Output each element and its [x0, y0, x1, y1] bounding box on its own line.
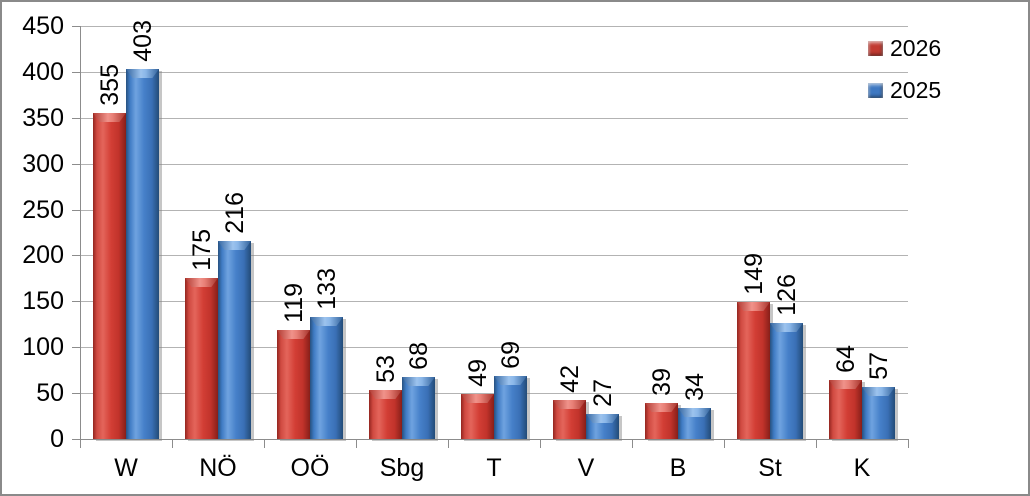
value-label-2025-5: 27 [588, 379, 617, 407]
bar-2025-5 [586, 414, 619, 439]
x-axis-tick [540, 439, 541, 448]
value-label-2025-1: 216 [220, 192, 249, 234]
bar-2025-1 [218, 241, 251, 439]
y-axis-label: 0 [50, 425, 64, 453]
bar-2025-4 [494, 376, 527, 439]
y-axis-label: 300 [22, 150, 64, 178]
value-label-2026-8: 64 [831, 345, 860, 373]
value-label-2025-6: 34 [680, 373, 709, 401]
y-axis-label: 50 [36, 379, 64, 407]
value-label-2026-1: 175 [187, 229, 216, 271]
y-axis-label: 150 [22, 287, 64, 315]
x-axis-tick [724, 439, 725, 448]
y-axis-tick [72, 347, 81, 348]
y-axis-tick [72, 118, 81, 119]
x-axis-label: Sbg [379, 454, 425, 482]
x-axis-tick [172, 439, 173, 448]
y-axis-tick [72, 301, 81, 302]
bar-2025-7 [770, 323, 803, 439]
y-axis-line [80, 26, 81, 448]
legend-swatch-2026 [868, 40, 883, 56]
y-axis-label: 250 [22, 196, 64, 224]
value-label-2026-4: 49 [463, 359, 492, 387]
x-axis-label: V [577, 454, 595, 482]
value-label-2026-2: 119 [279, 283, 308, 323]
x-axis-tick [908, 439, 909, 448]
bar-2026-5 [553, 400, 586, 439]
bar-2026-3 [369, 390, 402, 439]
y-axis-label: 100 [22, 333, 64, 361]
value-label-2025-3: 68 [404, 342, 433, 370]
gridline [80, 301, 908, 302]
gridline [80, 210, 908, 211]
bar-2026-0 [93, 113, 126, 439]
x-axis-label: NÖ [199, 454, 237, 482]
y-axis-label: 200 [22, 241, 64, 269]
bar-2026-8 [829, 380, 862, 439]
x-axis-tick [632, 439, 633, 448]
y-axis-label: 400 [22, 58, 64, 86]
legend-swatch-2025 [868, 82, 883, 98]
bar-2025-2 [310, 317, 343, 439]
bar-2026-2 [277, 330, 310, 439]
x-axis-label: W [114, 454, 138, 482]
x-axis-tick [264, 439, 265, 448]
bar-2025-3 [402, 377, 435, 439]
x-axis-label: K [853, 454, 871, 482]
x-axis-line [80, 439, 909, 440]
x-axis-tick [80, 439, 81, 448]
value-label-2026-5: 42 [555, 365, 584, 393]
legend-item-2026: 2026 [868, 35, 941, 61]
gridline [80, 164, 908, 165]
y-axis-tick [72, 164, 81, 165]
value-label-2026-7: 149 [739, 253, 768, 295]
value-label-2026-6: 39 [647, 368, 676, 396]
legend-label-2026: 2026 [890, 35, 942, 61]
bar-2025-8 [862, 387, 895, 439]
value-label-2025-2: 133 [312, 268, 341, 310]
x-axis-tick [356, 439, 357, 448]
bar-2026-7 [737, 302, 770, 439]
gridline [80, 72, 908, 73]
x-axis-tick [816, 439, 817, 448]
value-label-2025-7: 126 [772, 274, 801, 316]
gridline [80, 26, 908, 27]
value-label-2026-0: 355 [95, 64, 124, 106]
y-axis-label: 350 [22, 104, 64, 132]
bar-2026-6 [645, 403, 678, 439]
y-axis-tick [72, 439, 81, 440]
y-axis-tick [72, 72, 81, 73]
legend-label-2025: 2025 [890, 77, 942, 103]
value-label-2025-0: 403 [128, 20, 157, 62]
bar-2025-6 [678, 408, 711, 439]
bar-2026-1 [185, 278, 218, 439]
gridline [80, 347, 908, 348]
x-axis-label: B [669, 454, 687, 482]
legend: 2026 2025 [868, 35, 941, 119]
y-axis-tick [72, 255, 81, 256]
y-axis-label: 450 [22, 12, 64, 40]
x-axis-tick [448, 439, 449, 448]
y-axis-tick [72, 393, 81, 394]
y-axis-tick [72, 210, 81, 211]
value-label-2026-3: 53 [371, 355, 400, 383]
legend-item-2025: 2025 [868, 77, 941, 103]
x-axis-label: OÖ [290, 454, 330, 482]
x-axis-label: St [758, 454, 782, 482]
value-label-2025-4: 69 [496, 341, 525, 369]
bar-2025-0 [126, 69, 159, 439]
gridline [80, 255, 908, 256]
gridline [80, 118, 908, 119]
value-label-2025-8: 57 [864, 352, 893, 380]
x-axis-label: T [486, 454, 502, 482]
bar-2026-4 [461, 394, 494, 439]
y-axis-tick [72, 26, 81, 27]
